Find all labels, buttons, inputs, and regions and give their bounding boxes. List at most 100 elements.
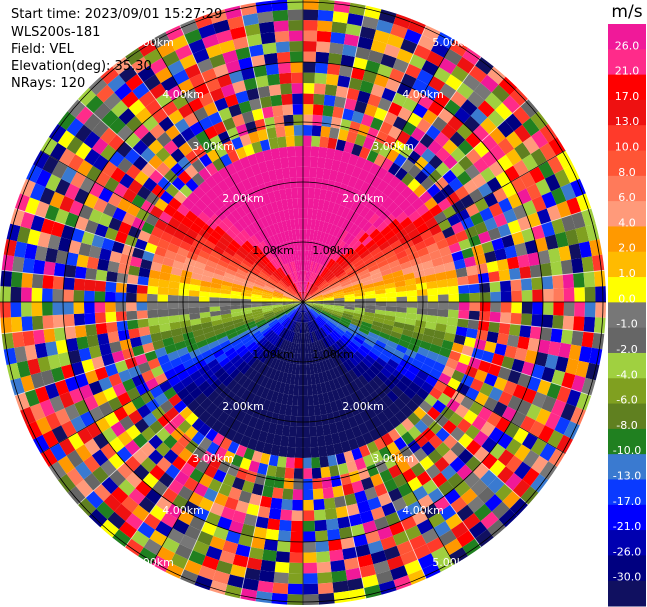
ppi-gate	[241, 214, 252, 227]
ppi-gate	[497, 366, 512, 381]
ppi-gate	[519, 324, 532, 338]
ppi-gate	[443, 261, 456, 272]
ppi-gate	[113, 406, 129, 422]
ppi-gate	[428, 420, 443, 435]
ppi-gate	[303, 260, 306, 271]
ppi-gate	[248, 44, 264, 57]
ppi-gate	[324, 402, 333, 414]
ppi-gate	[251, 306, 262, 311]
ppi-gate	[219, 302, 231, 307]
ppi-gate	[257, 462, 269, 476]
ppi-gate	[235, 272, 246, 280]
ppi-gate	[299, 322, 302, 334]
ppi-gate	[407, 164, 422, 179]
ppi-gate	[212, 245, 225, 256]
ppi-gate	[337, 322, 348, 331]
ppi-gate	[34, 342, 48, 359]
ppi-gate	[241, 377, 252, 390]
ppi-gate	[331, 249, 340, 260]
ppi-gate	[317, 199, 325, 211]
ppi-gate	[339, 243, 349, 254]
ppi-gate	[442, 226, 456, 239]
ppi-gate	[341, 173, 352, 186]
ppi-gate	[335, 420, 345, 433]
ppi-gate	[404, 278, 416, 286]
ppi-gate	[174, 253, 187, 264]
ppi-gate	[295, 166, 303, 178]
ppi-gate	[289, 251, 295, 262]
ppi-gate	[240, 67, 256, 81]
colorbar-swatch	[608, 74, 646, 101]
ppi-gate	[136, 404, 152, 419]
ppi-gate	[479, 382, 494, 397]
ppi-gate	[94, 302, 106, 313]
ppi-gate	[148, 139, 164, 155]
ppi-gate	[287, 230, 294, 241]
ppi-gate	[94, 366, 109, 381]
ppi-gate	[243, 425, 255, 438]
ppi-gate	[284, 467, 295, 479]
ppi-gate	[342, 285, 354, 292]
ppi-gate	[329, 279, 339, 287]
ppi-gate	[255, 590, 273, 604]
ppi-gate	[31, 273, 44, 289]
ppi-gate	[272, 582, 289, 595]
ppi-gate	[83, 472, 102, 491]
ppi-gate	[266, 249, 275, 260]
ppi-gate	[14, 241, 28, 258]
ppi-gate	[272, 306, 283, 311]
ppi-gate	[435, 323, 447, 333]
ppi-gate	[471, 173, 487, 189]
ppi-gate	[26, 164, 43, 183]
ppi-gate	[407, 364, 421, 376]
ppi-gate	[213, 526, 229, 541]
ppi-gate	[338, 526, 353, 539]
ppi-gate	[293, 302, 303, 306]
ppi-gate	[277, 62, 291, 74]
ppi-gate	[232, 113, 246, 127]
ppi-gate	[555, 231, 569, 248]
ppi-gate	[240, 202, 251, 215]
ppi-gate	[20, 211, 35, 229]
ppi-gate	[338, 161, 348, 174]
ppi-gate	[398, 199, 412, 212]
ppi-gate	[16, 226, 31, 244]
ppi-gate	[113, 182, 129, 198]
ppi-gate	[255, 207, 265, 219]
ppi-gate	[176, 247, 189, 258]
ppi-gate	[345, 197, 355, 210]
ppi-gate	[142, 250, 155, 262]
range-ring-label: 4.00km	[162, 88, 204, 101]
ppi-gate	[423, 85, 440, 101]
ppi-gate	[296, 311, 301, 323]
ppi-gate	[33, 259, 46, 275]
ppi-gate	[303, 166, 311, 178]
ppi-gate	[358, 232, 370, 244]
ppi-gate	[377, 63, 393, 78]
ppi-gate	[27, 358, 41, 375]
ppi-gate	[370, 473, 384, 487]
ppi-gate	[307, 395, 314, 406]
ppi-gate	[292, 342, 297, 354]
ppi-gate	[261, 485, 274, 498]
ppi-gate	[312, 198, 320, 210]
ppi-gate	[425, 217, 439, 230]
ppi-gate	[218, 357, 231, 368]
ppi-gate	[290, 310, 298, 320]
ppi-gate	[224, 247, 236, 257]
ppi-gate	[315, 62, 329, 74]
ppi-gate	[167, 528, 185, 544]
ppi-gate	[517, 372, 532, 388]
ppi-gate	[331, 159, 341, 172]
ppi-gate	[496, 333, 509, 346]
ppi-gate	[303, 298, 313, 302]
ppi-gate	[265, 63, 279, 76]
ppi-gate	[361, 371, 373, 383]
ppi-gate	[135, 107, 152, 124]
ppi-gate	[84, 438, 101, 456]
ppi-gate	[571, 257, 584, 274]
ppi-gate	[158, 211, 173, 224]
ppi-gate	[331, 389, 341, 401]
ppi-gate	[394, 280, 406, 288]
ppi-gate	[381, 157, 394, 172]
